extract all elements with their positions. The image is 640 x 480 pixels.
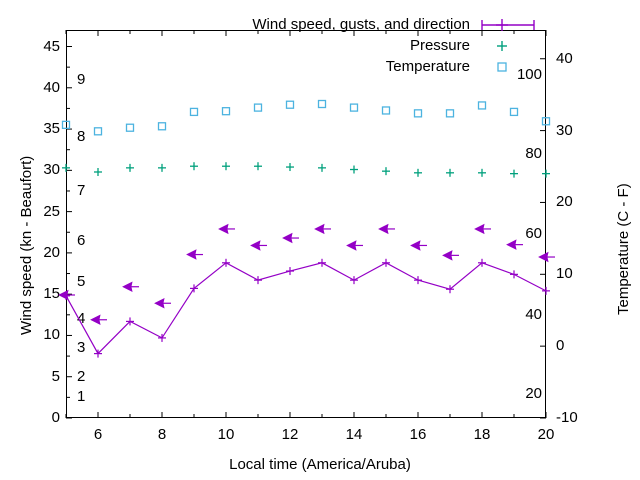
y2-tick-0: 0 [556,337,565,355]
beaufort-label-8: 8 [77,128,86,146]
x-tick-14: 14 [345,426,363,443]
y2-tick-40: 40 [556,49,573,67]
y2-tick-20: 20 [556,193,573,211]
y-tick-35: 35 [43,120,60,138]
x-axis-title: Local time (America/Aruba) [229,456,411,473]
x-tick-18: 18 [473,426,491,443]
beaufort-label-3: 3 [77,338,86,356]
chart-legend: Wind speed, gusts, and direction Pressur… [196,14,536,77]
y-tick-20: 20 [43,243,60,261]
legend-item-pressure[interactable]: Pressure [196,35,536,56]
legend-label-pressure: Pressure [409,37,470,54]
fahrenheit-label-20: 20 [525,385,542,403]
x-tick-6: 6 [93,426,103,443]
x-tick-10: 10 [217,426,235,443]
legend-key-pressure [480,37,536,55]
legend-item-wind[interactable]: Wind speed, gusts, and direction [196,14,536,35]
y2-tick-10: 10 [556,265,573,283]
y-tick-30: 30 [43,161,60,179]
x-tick-16: 16 [409,426,427,443]
y-tick-15: 15 [43,285,60,303]
beaufort-label-5: 5 [77,272,86,290]
x-tick-20: 20 [537,426,555,443]
fahrenheit-label-60: 60 [525,225,542,243]
fahrenheit-label-80: 80 [525,145,542,163]
beaufort-label-7: 7 [77,181,86,199]
legend-item-temperature[interactable]: Temperature [196,56,536,77]
y2-axis-title: Temperature (C - F) [615,183,632,315]
y-tick-45: 45 [43,37,60,55]
beaufort-label-6: 6 [77,231,86,249]
beaufort-label-2: 2 [77,367,86,385]
y2-tick--10: -10 [556,409,578,426]
legend-label-wind: Wind speed, gusts, and direction [252,16,470,33]
y-tick-0: 0 [51,409,60,426]
plot-area-frame [66,30,546,418]
legend-label-temperature: Temperature [385,58,470,75]
fahrenheit-label-40: 40 [525,305,542,323]
beaufort-label-4: 4 [77,309,86,327]
beaufort-label-1: 1 [77,388,86,406]
y-tick-10: 10 [43,326,60,344]
y-tick-25: 25 [43,202,60,220]
legend-key-temperature [480,58,536,76]
x-tick-8: 8 [157,426,167,443]
fahrenheit-label-100: 100 [516,65,542,83]
legend-key-wind [480,16,536,34]
y-tick-40: 40 [43,78,60,96]
beaufort-label-9: 9 [77,70,86,88]
x-tick-12: 12 [281,426,299,443]
y2-tick-30: 30 [556,121,573,139]
y-tick-5: 5 [51,367,60,385]
